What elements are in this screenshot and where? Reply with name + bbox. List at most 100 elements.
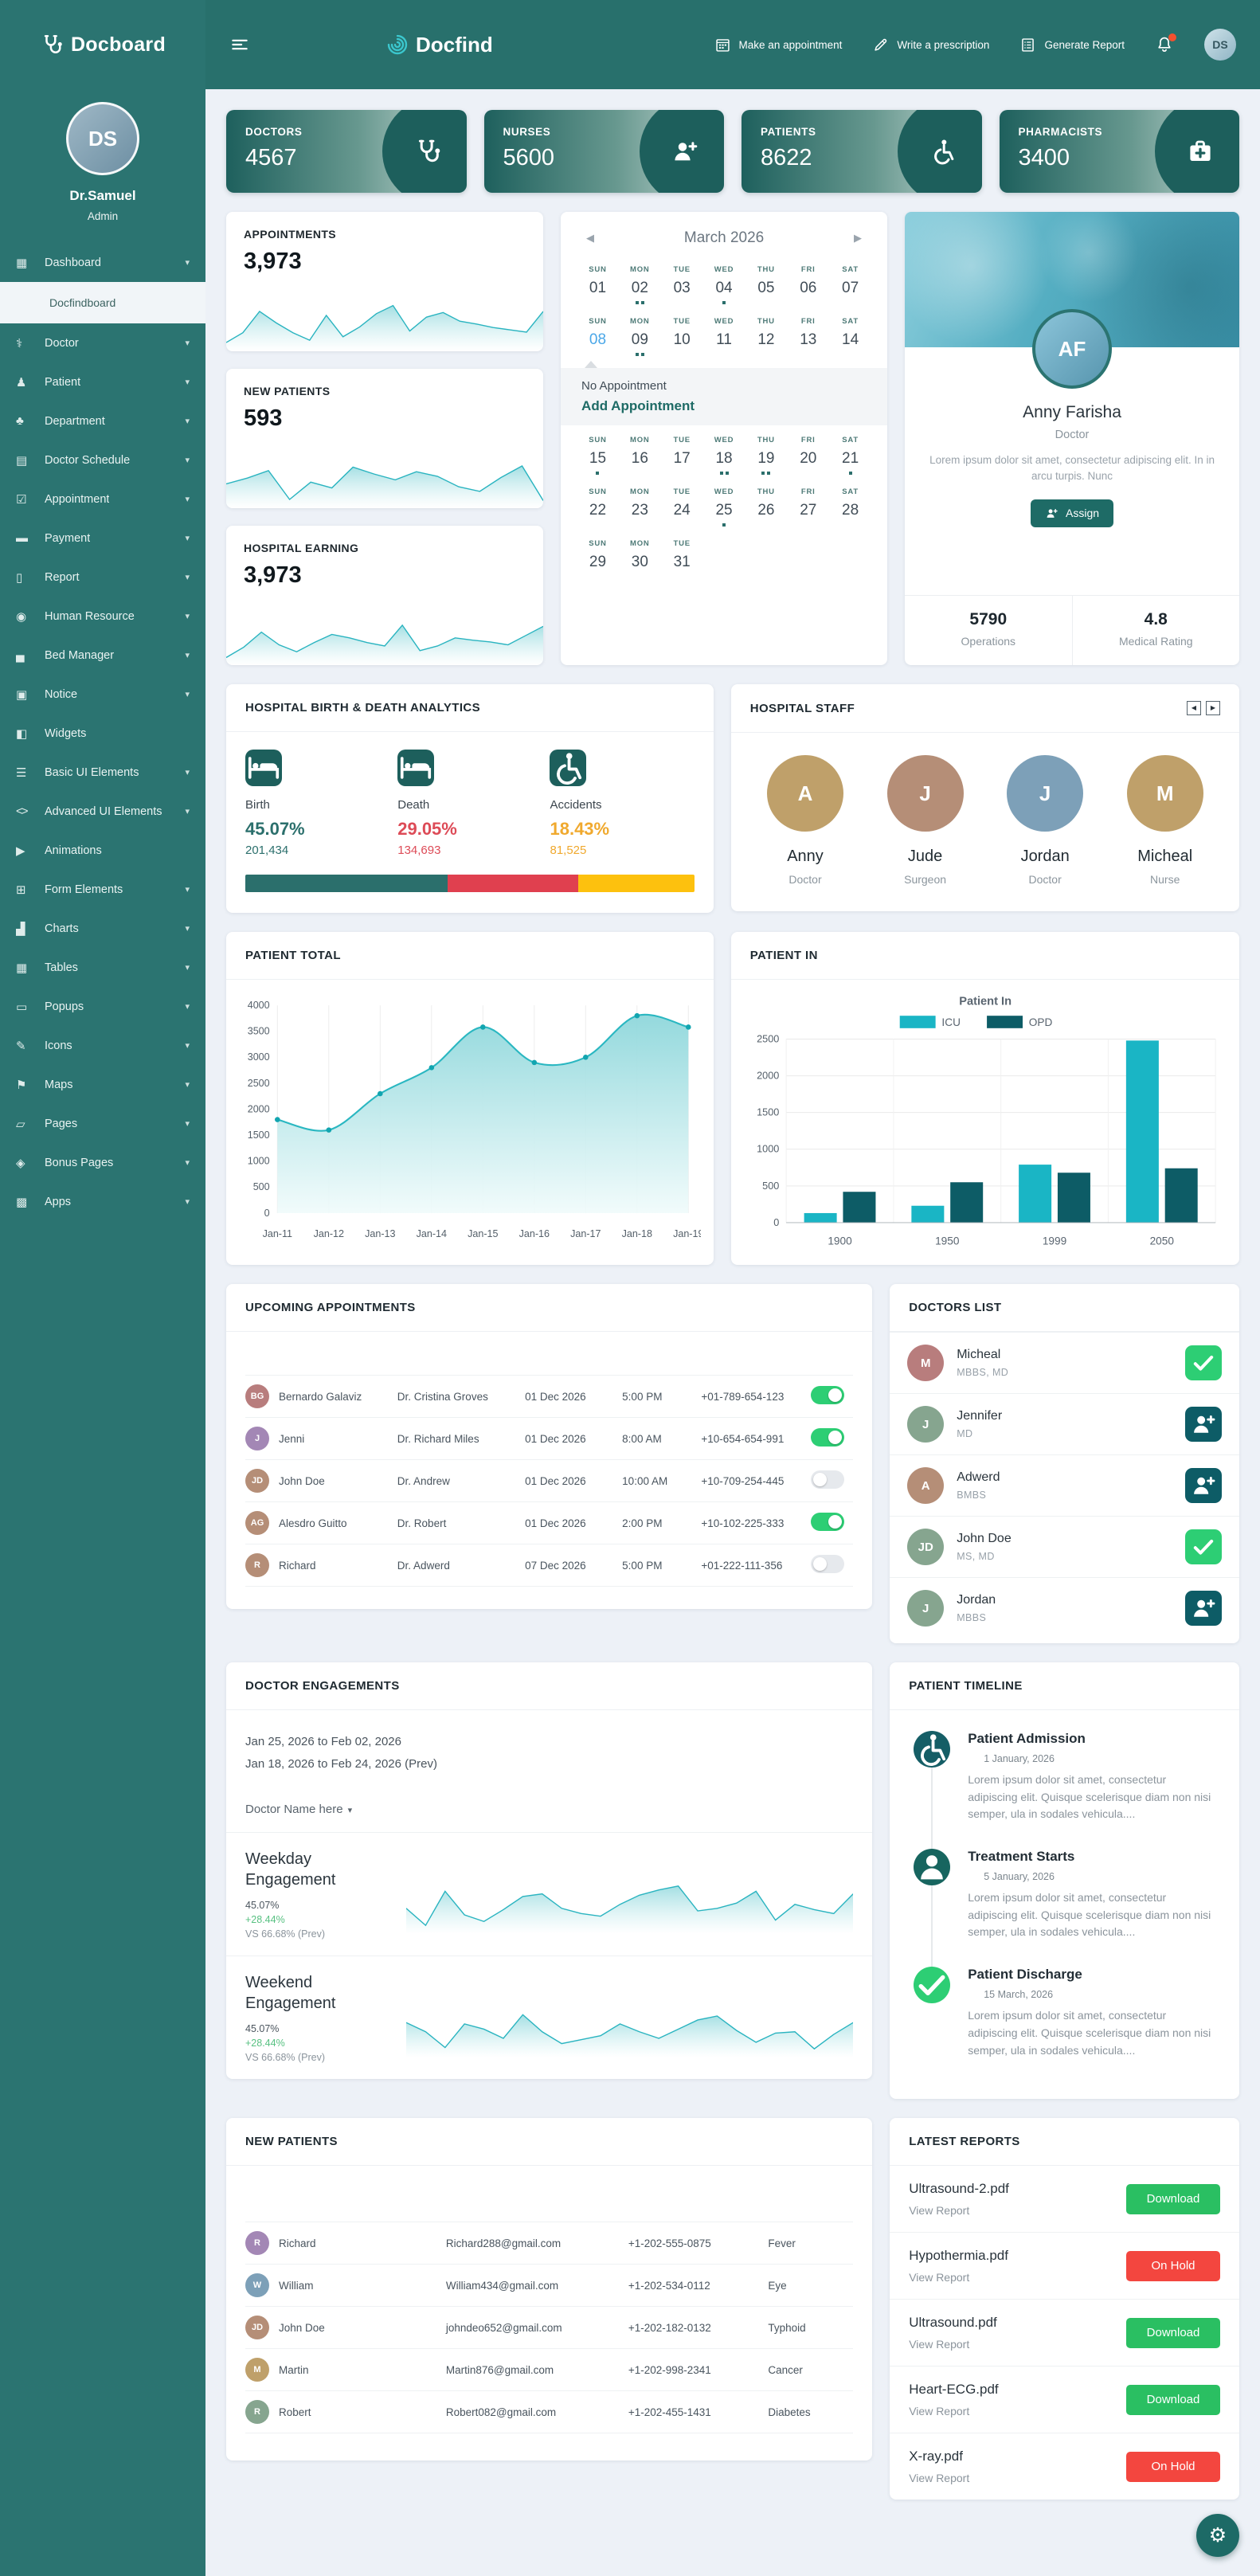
- doctor-action-button[interactable]: [1185, 1407, 1222, 1442]
- calendar-day[interactable]: MON 02: [619, 265, 661, 307]
- staff-prev-button[interactable]: ◀: [1186, 701, 1201, 715]
- sidebar-item[interactable]: Docfindboard: [0, 282, 205, 323]
- sidebar-item[interactable]: ◈ Bonus Pages ▾: [0, 1143, 205, 1182]
- calendar-day[interactable]: [787, 539, 829, 581]
- staff-next-button[interactable]: ▶: [1205, 701, 1220, 715]
- calendar-day[interactable]: MON 16: [630, 436, 650, 467]
- calendar-day[interactable]: TUE 24: [673, 487, 691, 519]
- header-action-button[interactable]: Write a prescription: [872, 37, 989, 53]
- sidebar-item[interactable]: ▱ Pages ▾: [0, 1104, 205, 1143]
- calendar-day[interactable]: SAT 14: [842, 317, 859, 348]
- sidebar-item[interactable]: ◉ Human Resource ▾: [0, 597, 205, 636]
- calendar-day[interactable]: SUN 15: [577, 436, 619, 477]
- sidebar-item[interactable]: ▣ Notice ▾: [0, 675, 205, 714]
- sidebar-item[interactable]: ⚑ Maps ▾: [0, 1065, 205, 1104]
- calendar-day[interactable]: THU 05: [757, 265, 775, 296]
- chevron-down-icon: ▾: [185, 651, 190, 660]
- calendar-day[interactable]: FRI 13: [800, 317, 817, 348]
- appointment-toggle[interactable]: [810, 1386, 844, 1404]
- settings-fab-button[interactable]: ⚙: [1196, 2514, 1239, 2558]
- menu-toggle-button[interactable]: [229, 34, 250, 55]
- calendar-next-button[interactable]: ▶: [849, 230, 867, 246]
- sidebar-item[interactable]: ◧ Widgets: [0, 714, 205, 753]
- sidebar-item[interactable]: ▭ Popups ▾: [0, 987, 205, 1026]
- calendar-day[interactable]: MON 23: [630, 487, 650, 519]
- sidebar-item[interactable]: ▯ Report ▾: [0, 558, 205, 597]
- sidebar-item[interactable]: ♣ Department ▾: [0, 401, 205, 440]
- calendar-day[interactable]: WED 25: [703, 487, 745, 529]
- calendar-day[interactable]: WED 11: [714, 317, 734, 348]
- view-report-link[interactable]: View Report: [909, 2338, 970, 2351]
- calendar-day[interactable]: SAT 21: [829, 436, 871, 477]
- doctor-action-button[interactable]: [1185, 1529, 1222, 1564]
- calendar-day[interactable]: TUE 17: [673, 436, 691, 467]
- report-action-button[interactable]: On Hold: [1126, 2250, 1220, 2281]
- add-appointment-button[interactable]: Add Appointment: [581, 398, 695, 413]
- calendar-day[interactable]: WED 04: [703, 265, 745, 307]
- header-action-button[interactable]: Generate Report: [1019, 37, 1125, 53]
- calendar-day[interactable]: MON 09: [619, 317, 661, 358]
- sidebar-item[interactable]: ▶ Animations: [0, 831, 205, 870]
- header-logo[interactable]: Docfind: [385, 33, 493, 57]
- calendar-day[interactable]: FRI 06: [800, 265, 817, 296]
- report-action-button[interactable]: On Hold: [1126, 2451, 1220, 2482]
- calendar-day[interactable]: TUE 31: [673, 539, 691, 570]
- view-report-link[interactable]: View Report: [909, 2204, 970, 2218]
- view-report-link[interactable]: View Report: [909, 2472, 970, 2485]
- calendar-day[interactable]: SAT 07: [842, 265, 859, 296]
- doctor-action-button[interactable]: [1185, 1345, 1222, 1380]
- calendar-day[interactable]: THU 12: [757, 317, 775, 348]
- sidebar-item[interactable]: ▟ Charts ▾: [0, 909, 205, 948]
- calendar-day[interactable]: SUN 01: [589, 265, 607, 296]
- calendar-prev-button[interactable]: ◀: [581, 230, 599, 246]
- appointment-toggle[interactable]: [810, 1470, 844, 1489]
- sidebar-item[interactable]: ▦ Dashboard ▾: [0, 243, 205, 282]
- view-report-link[interactable]: View Report: [909, 2405, 970, 2418]
- appointment-toggle[interactable]: [810, 1428, 844, 1447]
- report-action-button[interactable]: Download: [1126, 2384, 1220, 2415]
- sidebar-item[interactable]: ✎ Icons ▾: [0, 1026, 205, 1065]
- sidebar-item[interactable]: ⚕ Doctor ▾: [0, 323, 205, 362]
- sidebar-item[interactable]: ☰ Basic UI Elements ▾: [0, 753, 205, 792]
- sidebar-item[interactable]: ♟ Patient ▾: [0, 362, 205, 401]
- sidebar-item[interactable]: ▤ Doctor Schedule ▾: [0, 440, 205, 480]
- sidebar-item[interactable]: ⊞ Form Elements ▾: [0, 870, 205, 909]
- header-avatar[interactable]: DS: [1204, 29, 1236, 61]
- doctor-name-dropdown[interactable]: Doctor Name here ▾: [226, 1782, 872, 1832]
- calendar-day[interactable]: SAT 28: [842, 487, 859, 519]
- sidebar-item[interactable]: <> Advanced UI Elements ▾: [0, 792, 205, 831]
- header-action-icon: [714, 37, 731, 53]
- appointment-toggle[interactable]: [810, 1555, 844, 1573]
- calendar-day[interactable]: SUN 08: [589, 317, 607, 348]
- sidebar-item[interactable]: ▩ Apps ▾: [0, 1182, 205, 1221]
- calendar-day[interactable]: TUE 03: [673, 265, 691, 296]
- calendar-day[interactable]: THU 26: [757, 487, 775, 519]
- calendar-day[interactable]: FRI 27: [800, 487, 817, 519]
- calendar-day[interactable]: TUE 10: [673, 317, 691, 348]
- view-report-link[interactable]: View Report: [909, 2271, 970, 2284]
- assign-button[interactable]: Assign: [1031, 499, 1114, 527]
- appointment-phone: +01-222-111-356: [701, 1559, 783, 1572]
- report-action-button[interactable]: Download: [1126, 2183, 1220, 2214]
- sidebar-item[interactable]: ▦ Tables ▾: [0, 948, 205, 987]
- calendar-day[interactable]: SUN 29: [589, 539, 607, 570]
- report-action-button[interactable]: Download: [1126, 2317, 1220, 2348]
- calendar-day[interactable]: THU 19: [745, 436, 787, 477]
- calendar-day[interactable]: [703, 539, 745, 581]
- calendar-day[interactable]: WED 18: [703, 436, 745, 477]
- sidebar-logo[interactable]: Docboard: [0, 0, 205, 89]
- sidebar-item[interactable]: ▬ Payment ▾: [0, 519, 205, 558]
- doctor-action-button[interactable]: [1185, 1591, 1222, 1626]
- calendar-day[interactable]: [829, 539, 871, 581]
- calendar-day[interactable]: [745, 539, 787, 581]
- calendar-day[interactable]: MON 30: [630, 539, 650, 570]
- sidebar-item-icon: ▱: [16, 1117, 25, 1131]
- appointment-toggle[interactable]: [810, 1513, 844, 1531]
- calendar-day[interactable]: SUN 22: [589, 487, 607, 519]
- header-action-button[interactable]: Make an appointment: [714, 37, 842, 53]
- doctor-action-button[interactable]: [1185, 1468, 1222, 1503]
- sidebar-item[interactable]: ☑ Appointment ▾: [0, 480, 205, 519]
- notifications-button[interactable]: [1155, 33, 1176, 54]
- calendar-day[interactable]: FRI 20: [800, 436, 817, 467]
- sidebar-item[interactable]: ▄ Bed Manager ▾: [0, 636, 205, 675]
